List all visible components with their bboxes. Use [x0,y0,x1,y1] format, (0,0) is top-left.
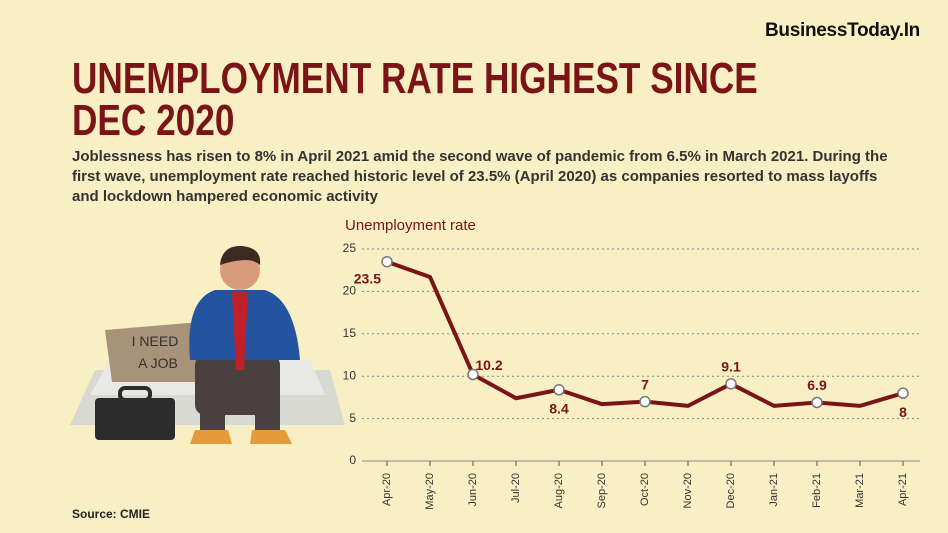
marker [553,384,565,396]
y-tick-label: 0 [349,453,356,467]
illustration: I NEED A JOB [70,245,345,444]
y-tick-label: 20 [343,284,357,298]
x-tick-label: Apr-20 [381,473,393,506]
data-label: 9.1 [721,359,741,375]
x-tick-label: Jan-21 [768,473,780,507]
marker [467,368,479,381]
data-label: 8.4 [549,400,569,416]
x-tick-label: Dec-20 [725,473,737,508]
data-label: 7 [641,376,649,392]
x-tick-label: Apr-21 [897,473,909,506]
x-tick-label: Nov-20 [682,473,694,508]
x-tick-label: Mar-21 [854,473,866,508]
x-tick-label: Jun-20 [467,473,479,507]
data-label: 23.5 [354,270,381,286]
y-tick-label: 5 [349,411,356,425]
x-tick-label: May-20 [424,473,436,510]
x-tick-label: Feb-21 [811,473,823,508]
marker [381,255,393,268]
data-label: 6.9 [807,377,827,393]
sign-text: I NEED [132,333,179,349]
marker [725,378,737,390]
data-label: 10.2 [475,357,502,373]
sign-text: A JOB [138,355,178,371]
brand: BusinessToday.In [765,20,920,41]
source: Source: CMIE [72,507,151,521]
data-label: 8 [899,404,907,420]
x-tick-label: Sep-20 [596,473,608,508]
y-tick-label: 25 [343,241,357,255]
marker [639,395,651,408]
chart-title: UNEMPLOYMENT RATE HIGHEST SINCE DEC 2020 [72,54,758,145]
y-tick-label: 15 [343,326,357,340]
subtitle: Joblessness has risen to 8% in April 202… [72,148,888,205]
x-tick-label: Jul-20 [510,473,522,503]
marker [897,387,909,399]
y-axis-label: Unemployment rate [345,217,476,234]
marker [811,396,823,409]
y-tick-label: 10 [343,368,357,382]
x-tick-label: Oct-20 [639,473,651,506]
x-tick-label: Aug-20 [553,473,565,508]
